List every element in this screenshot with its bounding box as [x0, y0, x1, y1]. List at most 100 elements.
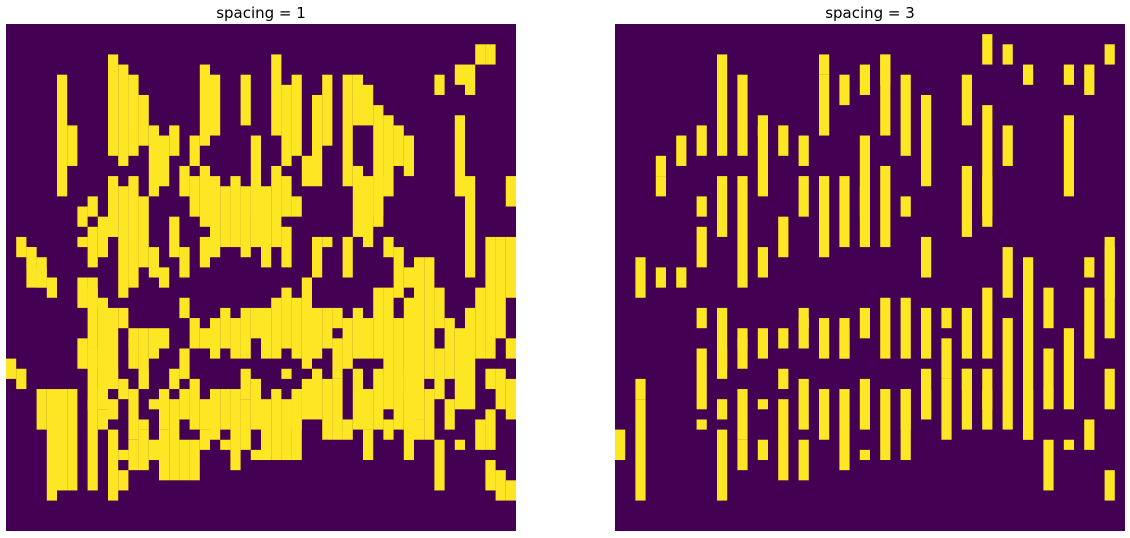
heatmap-cell-run: [199, 429, 210, 450]
heatmap-cell-run: [230, 176, 241, 248]
heatmap-cell-run: [615, 429, 626, 461]
heatmap-cell-run: [210, 74, 221, 136]
heatmap-cell-run: [36, 389, 47, 430]
heatmap-cell-run: [118, 470, 129, 491]
heatmap-cell-run: [271, 297, 282, 359]
heatmap-cell-run: [1043, 348, 1054, 400]
heatmap-cell-run: [128, 328, 139, 349]
heatmap-cell-run: [475, 419, 486, 450]
heatmap-cell-run: [454, 439, 465, 450]
heatmap-cell-run: [148, 125, 159, 197]
heatmap-cell-run: [291, 196, 302, 217]
heatmap-cell-run: [322, 378, 333, 440]
heatmap-background: [615, 24, 1125, 531]
heatmap-cell-run: [97, 409, 108, 430]
heatmap-cell-run: [778, 368, 789, 390]
heatmap-cell-run: [138, 94, 149, 146]
heatmap-cell-run: [179, 439, 190, 481]
heatmap-cell-run: [737, 439, 748, 471]
heatmap-cell-run: [250, 186, 261, 248]
heatmap-cell-run: [676, 135, 687, 166]
heatmap-cell-run: [839, 389, 850, 471]
heatmap-cell-run: [220, 186, 231, 248]
heatmap-cell-run: [312, 307, 323, 359]
heatmap-cell-run: [199, 328, 210, 349]
heatmap-cell-run: [322, 236, 333, 248]
heatmap-cell-run: [717, 348, 728, 369]
heatmap-cell-run: [444, 318, 455, 379]
heatmap-cell-run: [737, 338, 748, 369]
heatmap-cell-run: [108, 368, 119, 390]
heatmap-cell-run: [301, 155, 312, 187]
heatmap-cell-run: [1084, 287, 1095, 359]
heatmap-cell-run: [696, 419, 707, 430]
heatmap-cell-run: [961, 368, 972, 390]
heatmap-cell-run: [128, 439, 139, 471]
heatmap-cell-run: [148, 328, 159, 359]
heatmap-cell-run: [169, 399, 180, 481]
heatmap-cell-run: [859, 378, 870, 430]
heatmap-cell-run: [798, 176, 809, 217]
heatmap-cell-run: [77, 236, 88, 248]
heatmap-cell-run: [118, 449, 129, 461]
heatmap-cell-run: [363, 318, 374, 359]
heatmap-cell-run: [444, 399, 455, 430]
heatmap-spacing-3: [615, 24, 1125, 531]
heatmap-cell-run: [655, 155, 666, 177]
heatmap-cell-run: [1104, 470, 1115, 501]
heatmap-cell-run: [179, 389, 190, 420]
heatmap-cell-run: [189, 378, 200, 430]
heatmap-cell-run: [128, 74, 139, 156]
heatmap-cell-run: [138, 196, 149, 268]
heatmap-cell-run: [271, 165, 282, 248]
heatmap-cell-run: [97, 216, 108, 258]
heatmap-cell-run: [495, 236, 506, 339]
heatmap-cell-run: [118, 186, 129, 298]
heatmap-cell-run: [159, 267, 170, 288]
heatmap-cell-run: [36, 257, 47, 288]
heatmap-cell-run: [737, 328, 748, 349]
heatmap-cell-run: [57, 74, 68, 197]
heatmap-cell-run: [798, 378, 809, 430]
heatmap-cell-run: [505, 338, 516, 359]
heatmap-cell-run: [900, 74, 911, 156]
heatmap-cell-run: [16, 236, 27, 258]
heatmap-cell-run: [717, 307, 728, 379]
heatmap-cell-run: [281, 84, 292, 166]
heatmap-cell-run: [291, 389, 302, 430]
heatmap-cell-run: [332, 378, 343, 440]
heatmap-cell-run: [363, 84, 374, 126]
heatmap-cell-run: [505, 236, 516, 298]
heatmap-cell-run: [465, 176, 476, 278]
heatmap-cell-run: [696, 348, 707, 410]
heatmap-cell-run: [301, 378, 312, 420]
heatmap-cell-run: [26, 247, 37, 288]
heatmap-cell-run: [138, 368, 149, 390]
heatmap-cell-run: [199, 236, 210, 268]
heatmap-cell-run: [291, 297, 302, 359]
heatmap-cell-run: [839, 328, 850, 359]
heatmap-cell-run: [363, 176, 374, 248]
heatmap-cell-run: [982, 105, 993, 217]
heatmap-cell-run: [757, 328, 768, 359]
heatmap-cell-run: [169, 125, 180, 156]
heatmap-cell-run: [717, 176, 728, 237]
heatmap-cell-run: [655, 267, 666, 288]
heatmap-cell-run: [1063, 115, 1074, 197]
heatmap-cell-run: [108, 429, 119, 501]
heatmap-cell-run: [505, 480, 516, 501]
heatmap-cell-run: [148, 399, 159, 410]
heatmap-cell-run: [655, 176, 666, 197]
heatmap-cell-run: [961, 165, 972, 237]
heatmap-cell-run: [363, 429, 374, 461]
heatmap-cell-run: [635, 378, 646, 400]
heatmap-cell-run: [57, 389, 68, 491]
heatmap-cell-run: [240, 186, 251, 258]
heatmap-cell-run: [676, 267, 687, 288]
heatmap-cell-run: [696, 307, 707, 329]
heatmap-cell-run: [505, 176, 516, 207]
heatmap-cell-run: [271, 389, 282, 461]
heatmap-cell-run: [1063, 439, 1074, 450]
heatmap-cell-run: [261, 307, 272, 359]
heatmap-cell-run: [757, 125, 768, 197]
